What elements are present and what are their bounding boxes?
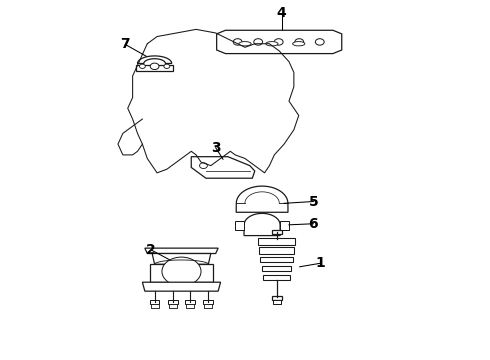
- Bar: [263, 275, 291, 280]
- Polygon shape: [152, 253, 211, 264]
- Circle shape: [162, 257, 201, 286]
- Bar: [235, 221, 244, 230]
- Text: 3: 3: [211, 141, 220, 155]
- Polygon shape: [145, 248, 218, 253]
- Text: 4: 4: [277, 6, 287, 20]
- Bar: [258, 238, 295, 244]
- Circle shape: [274, 39, 283, 45]
- Bar: [203, 300, 213, 305]
- Text: 6: 6: [309, 217, 318, 231]
- Polygon shape: [191, 157, 255, 178]
- Circle shape: [140, 64, 146, 68]
- Polygon shape: [138, 56, 172, 63]
- Text: 7: 7: [121, 37, 130, 51]
- Bar: [260, 257, 294, 262]
- Circle shape: [254, 39, 263, 45]
- Ellipse shape: [293, 41, 305, 46]
- Circle shape: [164, 64, 170, 68]
- Bar: [150, 300, 159, 305]
- Ellipse shape: [266, 41, 278, 46]
- Polygon shape: [150, 264, 213, 282]
- Bar: [168, 300, 177, 305]
- Polygon shape: [236, 186, 288, 212]
- Bar: [273, 300, 281, 305]
- Bar: [204, 305, 212, 308]
- Bar: [272, 296, 282, 300]
- Text: 5: 5: [309, 194, 318, 208]
- Bar: [185, 300, 195, 305]
- Text: 2: 2: [147, 243, 156, 257]
- Ellipse shape: [239, 41, 251, 46]
- Bar: [280, 221, 289, 230]
- Polygon shape: [143, 282, 220, 291]
- Text: 1: 1: [316, 256, 326, 270]
- Circle shape: [316, 39, 324, 45]
- Circle shape: [150, 63, 159, 69]
- Bar: [169, 305, 176, 308]
- Circle shape: [233, 39, 242, 45]
- Bar: [151, 305, 159, 308]
- Bar: [262, 266, 292, 271]
- Circle shape: [199, 163, 207, 168]
- Bar: [186, 305, 194, 308]
- Polygon shape: [217, 30, 342, 54]
- Circle shape: [295, 39, 304, 45]
- Bar: [259, 247, 294, 253]
- Bar: [136, 65, 173, 71]
- Polygon shape: [244, 213, 280, 235]
- Bar: [272, 230, 282, 234]
